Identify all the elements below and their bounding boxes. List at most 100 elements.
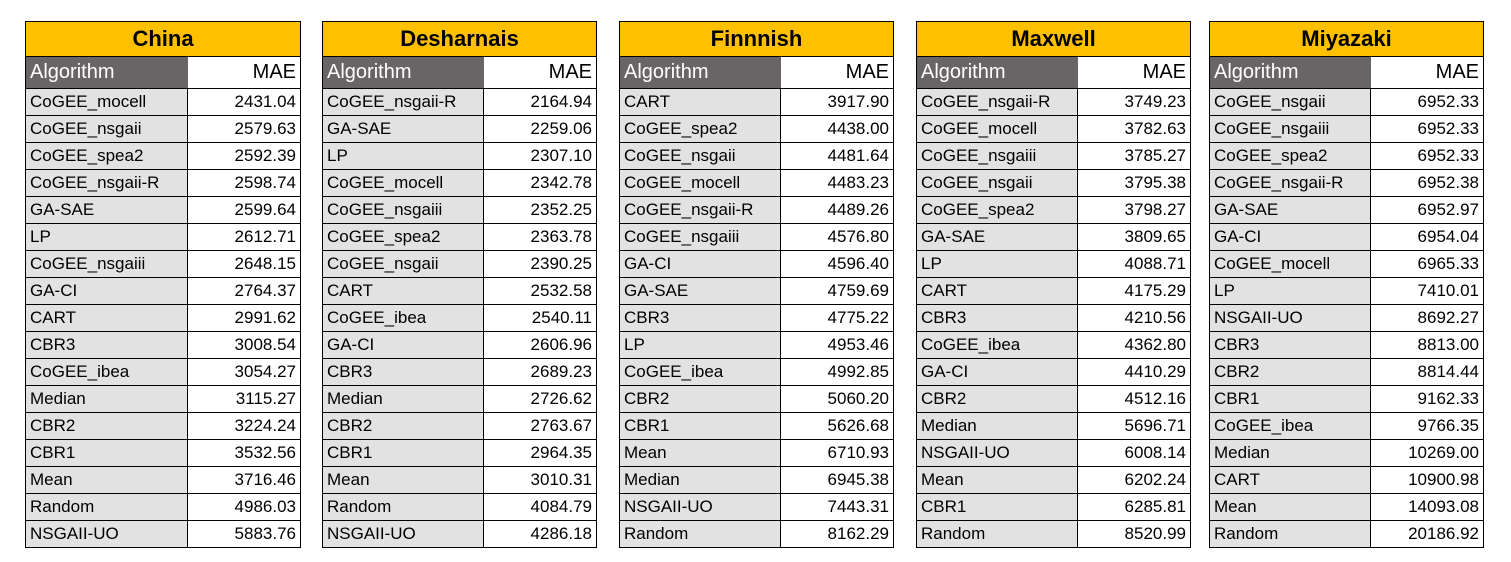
table-row: CoGEE_nsgaiii 3785.27	[916, 142, 1191, 170]
algorithm-cell: CoGEE_nsgaii-R	[916, 88, 1078, 116]
algorithm-cell: CART	[1209, 466, 1371, 494]
algorithm-cell: Median	[916, 412, 1078, 440]
table-title: Miyazaki	[1209, 21, 1484, 57]
algorithm-cell: CoGEE_ibea	[322, 304, 484, 332]
table-body: CoGEE_nsgaii-R 2164.94 GA-SAE 2259.06 LP 2307…	[322, 88, 597, 548]
mae-cell: 4286.18	[483, 520, 597, 548]
table-row: Mean 6202.24	[916, 466, 1191, 494]
table-row: CoGEE_ibea 2540.11	[322, 304, 597, 332]
table-row: CoGEE_nsgaii 6952.33	[1209, 88, 1484, 116]
algorithm-cell: CBR1	[619, 412, 781, 440]
table-row: CoGEE_nsgaii-R 2598.74	[25, 169, 301, 197]
table-row: NSGAII-UO 7443.31	[619, 493, 894, 521]
table-row: Median 6945.38	[619, 466, 894, 494]
mae-cell: 3917.90	[780, 88, 894, 116]
mae-cell: 9766.35	[1370, 412, 1484, 440]
algorithm-cell: GA-SAE	[322, 115, 484, 143]
table-row: CBR3 3008.54	[25, 331, 301, 359]
mae-cell: 2598.74	[187, 169, 301, 197]
algorithm-cell: CBR2	[322, 412, 484, 440]
mae-cell: 10900.98	[1370, 466, 1484, 494]
algorithm-cell: CoGEE_spea2	[25, 142, 188, 170]
algorithm-cell: LP	[322, 142, 484, 170]
mae-cell: 7410.01	[1370, 277, 1484, 305]
algorithm-cell: CoGEE_nsgaiii	[25, 250, 188, 278]
mae-cell: 3224.24	[187, 412, 301, 440]
mae-cell: 4775.22	[780, 304, 894, 332]
mae-cell: 3716.46	[187, 466, 301, 494]
table-row: CoGEE_mocell 3782.63	[916, 115, 1191, 143]
column-header-algorithm: Algorithm	[916, 56, 1078, 89]
mae-cell: 7443.31	[780, 493, 894, 521]
table-row: CBR3 4775.22	[619, 304, 894, 332]
algorithm-cell: CoGEE_nsgaii	[322, 250, 484, 278]
table-row: Median 2726.62	[322, 385, 597, 413]
table-row: Median 5696.71	[916, 412, 1191, 440]
table-row: GA-CI 2606.96	[322, 331, 597, 359]
table-row: CoGEE_mocell 6965.33	[1209, 250, 1484, 278]
mae-cell: 2540.11	[483, 304, 597, 332]
mae-cell: 4175.29	[1077, 277, 1191, 305]
algorithm-cell: CART	[619, 88, 781, 116]
table-row: CoGEE_nsgaii 2390.25	[322, 250, 597, 278]
mae-cell: 3008.54	[187, 331, 301, 359]
mae-cell: 2763.67	[483, 412, 597, 440]
table-row: CBR2 3224.24	[25, 412, 301, 440]
algorithm-cell: Median	[619, 466, 781, 494]
algorithm-cell: CART	[916, 277, 1078, 305]
table-row: CoGEE_nsgaii-R 6952.38	[1209, 169, 1484, 197]
table-row: GA-SAE 2259.06	[322, 115, 597, 143]
table-row: CBR1 9162.33	[1209, 385, 1484, 413]
mae-cell: 3115.27	[187, 385, 301, 413]
table-row: Mean 6710.93	[619, 439, 894, 467]
mae-cell: 2689.23	[483, 358, 597, 386]
algorithm-cell: CoGEE_nsgaiii	[619, 223, 781, 251]
mae-cell: 4489.26	[780, 196, 894, 224]
table-maxwell: Maxwell Algorithm MAE CoGEE_nsgaii-R 3749…	[916, 21, 1191, 548]
table-body: CoGEE_nsgaii 6952.33 CoGEE_nsgaiii 6952.33 C…	[1209, 88, 1484, 548]
algorithm-cell: CBR1	[1209, 385, 1371, 413]
algorithm-cell: CBR3	[322, 358, 484, 386]
mae-cell: 5883.76	[187, 520, 301, 548]
mae-cell: 2599.64	[187, 196, 301, 224]
table-row: CBR2 2763.67	[322, 412, 597, 440]
algorithm-cell: CBR1	[25, 439, 188, 467]
table-row: CART 2991.62	[25, 304, 301, 332]
algorithm-cell: Median	[25, 385, 188, 413]
mae-cell: 14093.08	[1370, 493, 1484, 521]
table-row: CoGEE_mocell 2431.04	[25, 88, 301, 116]
algorithm-cell: CoGEE_ibea	[916, 331, 1078, 359]
algorithm-cell: Random	[25, 493, 188, 521]
table-row: Random 20186.92	[1209, 520, 1484, 548]
table-row: CoGEE_spea2 6952.33	[1209, 142, 1484, 170]
mae-cell: 5696.71	[1077, 412, 1191, 440]
algorithm-cell: GA-SAE	[1209, 196, 1371, 224]
table-row: LP 7410.01	[1209, 277, 1484, 305]
algorithm-cell: NSGAII-UO	[1209, 304, 1371, 332]
mae-cell: 6952.33	[1370, 88, 1484, 116]
table-row: CART 3917.90	[619, 88, 894, 116]
algorithm-cell: Random	[916, 520, 1078, 548]
algorithm-cell: CBR1	[322, 439, 484, 467]
mae-cell: 6952.33	[1370, 115, 1484, 143]
table-row: CART 4175.29	[916, 277, 1191, 305]
mae-cell: 4362.80	[1077, 331, 1191, 359]
table-row: Mean 14093.08	[1209, 493, 1484, 521]
table-row: Mean 3716.46	[25, 466, 301, 494]
mae-cell: 6945.38	[780, 466, 894, 494]
table-row: CBR1 5626.68	[619, 412, 894, 440]
algorithm-cell: CoGEE_ibea	[619, 358, 781, 386]
mae-cell: 4410.29	[1077, 358, 1191, 386]
mae-cell: 4210.56	[1077, 304, 1191, 332]
table-row: CoGEE_mocell 4483.23	[619, 169, 894, 197]
table-row: CoGEE_spea2 4438.00	[619, 115, 894, 143]
mae-cell: 3785.27	[1077, 142, 1191, 170]
algorithm-cell: CoGEE_nsgaii	[916, 169, 1078, 197]
column-header-mae: MAE	[187, 56, 301, 89]
algorithm-cell: CBR3	[916, 304, 1078, 332]
mae-cell: 4088.71	[1077, 250, 1191, 278]
algorithm-cell: GA-CI	[916, 358, 1078, 386]
mae-cell: 4596.40	[780, 250, 894, 278]
table-row: GA-SAE 4759.69	[619, 277, 894, 305]
mae-cell: 4483.23	[780, 169, 894, 197]
